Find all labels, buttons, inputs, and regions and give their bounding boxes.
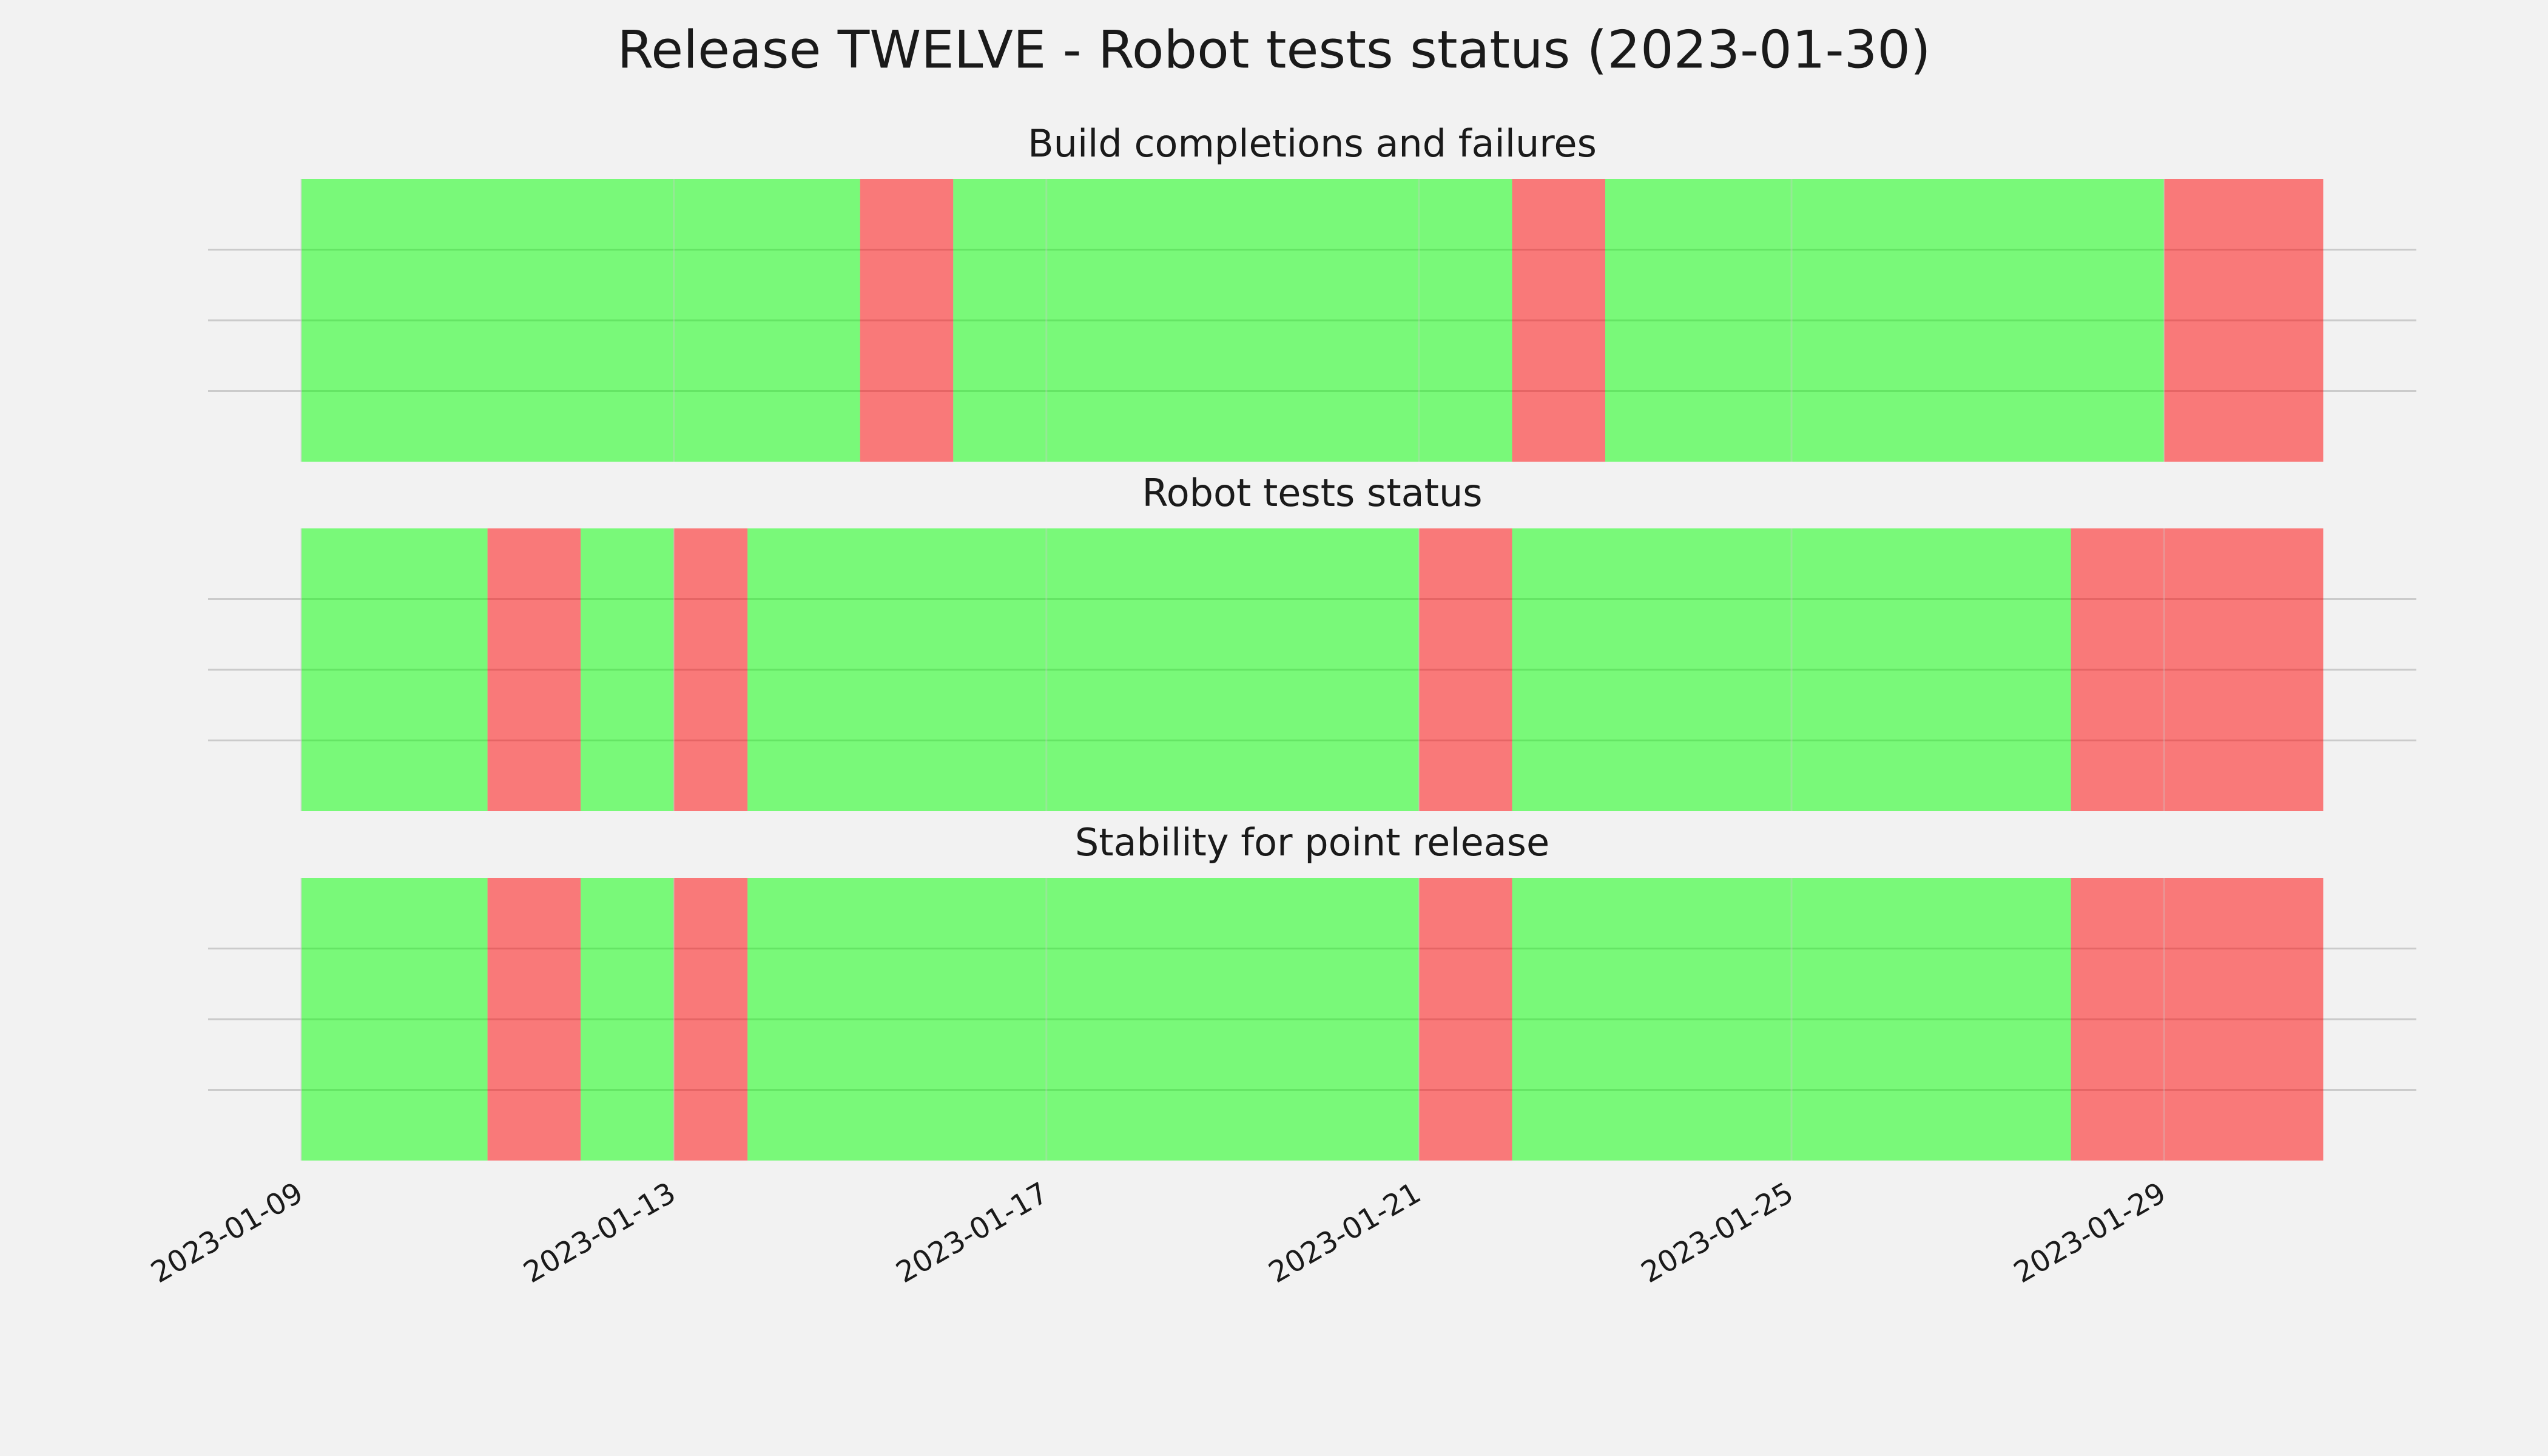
status-span bbox=[1418, 878, 1512, 1161]
status-span bbox=[673, 528, 748, 811]
status-span bbox=[1605, 179, 2165, 462]
status-span bbox=[953, 179, 1512, 462]
status-span bbox=[301, 528, 488, 811]
status-span bbox=[673, 878, 748, 1161]
status-span bbox=[487, 878, 581, 1161]
status-span bbox=[747, 878, 1419, 1161]
status-span bbox=[581, 528, 674, 811]
subplot-title: Robot tests status bbox=[1142, 471, 1482, 515]
status-span bbox=[2071, 528, 2324, 811]
status-span bbox=[487, 528, 581, 811]
status-span bbox=[581, 878, 674, 1161]
status-span bbox=[2071, 878, 2324, 1161]
status-span bbox=[301, 878, 488, 1161]
status-span bbox=[301, 179, 860, 462]
status-span bbox=[2164, 179, 2324, 462]
status-span bbox=[747, 528, 1419, 811]
status-span bbox=[860, 179, 954, 462]
status-span bbox=[1512, 878, 2071, 1161]
figure-title: Release TWELVE - Robot tests status (202… bbox=[617, 19, 1930, 80]
status-span bbox=[1418, 528, 1512, 811]
subplot-title: Build completions and failures bbox=[1028, 121, 1597, 166]
status-span bbox=[1512, 528, 2071, 811]
subplot-title: Stability for point release bbox=[1075, 820, 1549, 864]
status-span bbox=[1512, 179, 1605, 462]
